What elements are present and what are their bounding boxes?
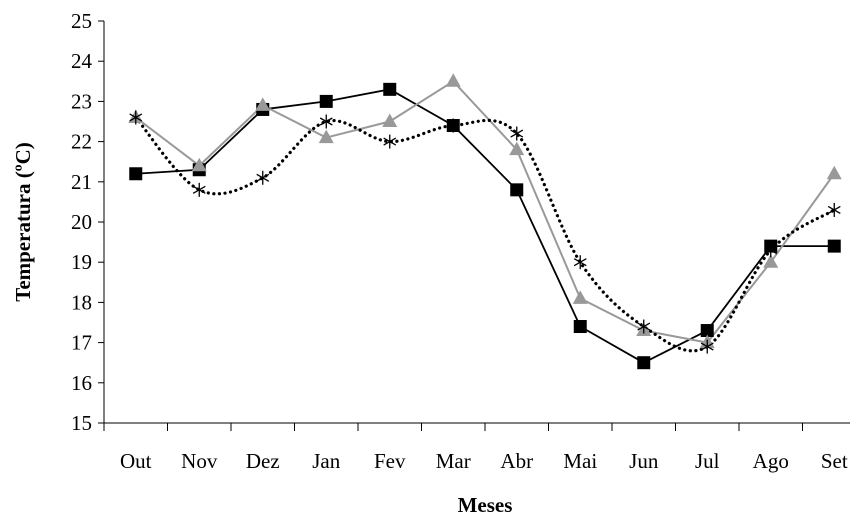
data-point-triangle (763, 254, 779, 268)
data-point-triangle (382, 113, 398, 127)
x-axis-title: Meses (458, 493, 513, 517)
series-markers (128, 73, 842, 370)
data-point-asterisk (192, 182, 206, 197)
y-tick-label: 15 (71, 411, 92, 435)
x-tick-label: Mar (436, 449, 471, 473)
data-point-square (129, 167, 143, 181)
y-tick-label: 20 (71, 210, 92, 234)
y-ticks: 15 16 17 18 19 20 21 22 23 24 25 (71, 9, 104, 435)
data-point-asterisk (319, 114, 333, 129)
data-point-square (319, 94, 333, 108)
x-tick-label: Out (120, 449, 152, 473)
y-tick-label: 25 (71, 9, 92, 33)
data-point-square (510, 183, 524, 197)
data-point-asterisk (573, 255, 587, 270)
data-point-asterisk (827, 202, 841, 217)
x-tick-label: Ago (753, 449, 789, 473)
series-line-1 (135, 88, 835, 364)
y-tick-label: 21 (71, 170, 92, 194)
x-ticks: Out Nov Dez Jan Fev Mar Abr Mai Jun Jul Ago Set (103, 423, 848, 473)
x-tick-label: Fev (374, 449, 406, 473)
data-point-triangle (191, 157, 207, 172)
y-tick-label: 24 (71, 49, 93, 73)
y-tick-label: 22 (71, 130, 92, 154)
x-tick-label: Jun (629, 449, 659, 473)
x-tick-label: Nov (181, 449, 218, 473)
data-point-asterisk (700, 339, 714, 354)
data-point-asterisk (383, 134, 397, 149)
x-tick-label: Abr (500, 449, 533, 473)
x-tick-label: Set (821, 449, 848, 473)
data-point-asterisk (129, 110, 143, 125)
x-tick-label: Mai (563, 449, 597, 473)
y-tick-label: 19 (71, 250, 92, 274)
y-tick-label: 23 (71, 89, 92, 113)
series-lines (134, 80, 836, 364)
axes (103, 21, 850, 424)
data-point-square (827, 239, 841, 253)
data-point-square (637, 356, 651, 370)
y-tick-label: 16 (71, 371, 92, 395)
y-tick-label: 17 (71, 331, 92, 355)
data-point-triangle (318, 129, 334, 144)
x-tick-label: Jan (312, 449, 340, 473)
y-tick-label: 18 (71, 290, 92, 314)
data-point-asterisk (446, 118, 460, 133)
data-point-square (573, 320, 587, 334)
y-axis-title: Temperatura (ºC) (11, 142, 35, 302)
data-point-triangle (572, 290, 588, 304)
data-point-triangle (826, 165, 842, 180)
x-tick-label: Jul (695, 449, 720, 473)
data-point-square (700, 324, 714, 338)
data-point-triangle (509, 141, 525, 156)
data-point-triangle (445, 73, 461, 87)
data-point-asterisk (637, 319, 651, 334)
data-point-asterisk (256, 170, 270, 185)
series-line-2 (135, 80, 836, 344)
data-point-square (383, 82, 397, 96)
x-tick-label: Dez (246, 449, 280, 473)
data-point-asterisk (764, 243, 778, 258)
data-point-asterisk (510, 126, 524, 141)
data-point-triangle (255, 97, 271, 111)
